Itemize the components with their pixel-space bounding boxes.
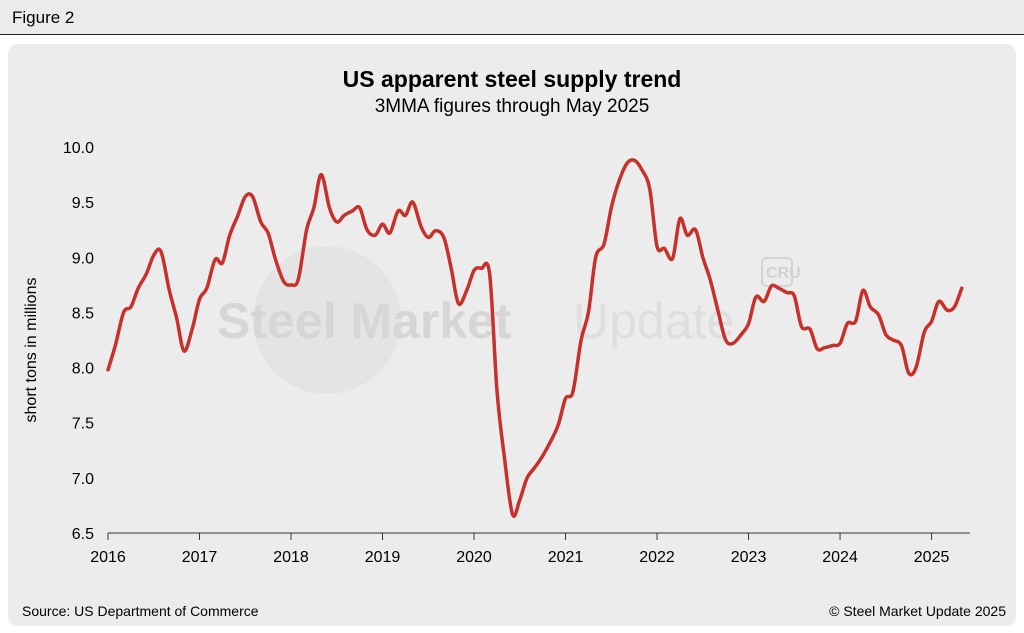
figure-label: Figure 2 (12, 8, 75, 27)
y-axis-title: short tons in millions (23, 278, 40, 423)
y-tick-label: 8.5 (72, 305, 94, 322)
x-axis-ticks: 2016 2017 2018 2019 2020 2021 2022 2023 2024 2025 (90, 533, 949, 566)
watermark-text-light: Update (573, 293, 734, 349)
y-tick-label: 10.0 (63, 140, 94, 157)
chart-title: US apparent steel supply trend (342, 66, 682, 92)
x-tick-label: 2022 (639, 549, 675, 566)
series-line (106, 158, 964, 518)
figure-header-bar: Figure 2 (0, 0, 1024, 35)
x-tick-label: 2020 (456, 549, 492, 566)
x-tick-label: 2025 (914, 549, 950, 566)
x-tick-label: 2021 (548, 549, 584, 566)
y-tick-label: 9.5 (72, 195, 94, 212)
x-tick-label: 2024 (822, 549, 858, 566)
x-tick-label: 2016 (90, 549, 126, 566)
y-tick-label: 9.0 (72, 250, 94, 267)
x-tick-label: 2019 (365, 549, 401, 566)
watermark: Steel Market Update CRU (217, 246, 801, 394)
source-note: Source: US Department of Commerce (22, 603, 259, 619)
series-group (106, 158, 964, 518)
copyright-note: © Steel Market Update 2025 (829, 603, 1006, 619)
x-tick-label: 2023 (731, 549, 767, 566)
y-tick-label: 7.0 (72, 471, 94, 488)
y-tick-label: 8.0 (72, 361, 94, 378)
chart-panel (8, 44, 1016, 626)
x-tick-label: 2018 (273, 549, 309, 566)
y-tick-label: 7.5 (72, 416, 94, 433)
chart-subtitle: 3MMA figures through May 2025 (374, 96, 650, 117)
x-tick-label: 2017 (182, 549, 218, 566)
y-axis-ticks: 6.5 7.0 7.5 8.0 8.5 9.0 9.5 10.0 (63, 140, 94, 543)
watermark-circle (253, 246, 401, 394)
crui-logo: CRU (766, 265, 801, 282)
y-tick-label: 6.5 (72, 526, 94, 543)
watermark-text-bold: Steel Market (217, 293, 512, 349)
